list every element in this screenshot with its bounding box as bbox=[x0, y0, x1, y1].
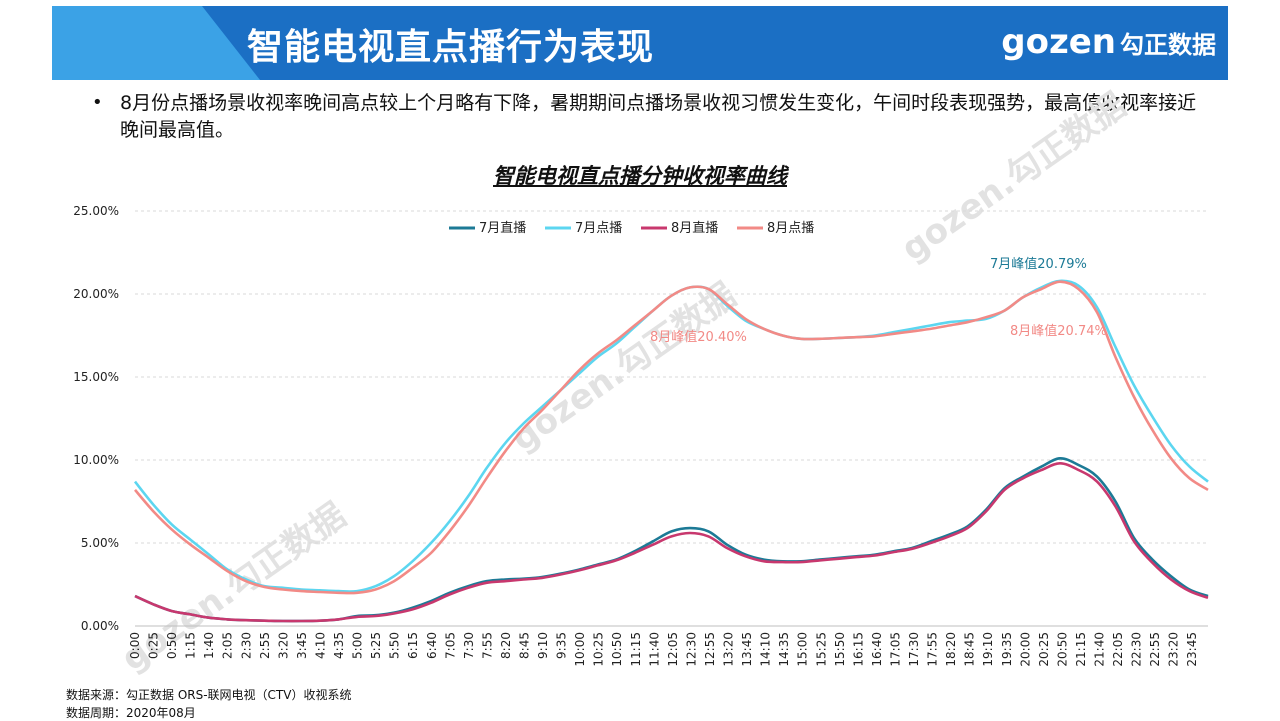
x-tick-label: 11:40 bbox=[647, 632, 661, 667]
x-tick-label: 21:40 bbox=[1092, 632, 1106, 667]
x-tick-label: 5:00 bbox=[351, 632, 365, 659]
peak-annotation: 8月峰值20.40% bbox=[650, 329, 747, 345]
legend-label: 8月直播 bbox=[671, 221, 718, 236]
data-period: 数据周期：2020年08月 bbox=[66, 706, 196, 720]
x-tick-label: 9:35 bbox=[555, 632, 569, 659]
x-tick-label: 16:15 bbox=[851, 632, 865, 667]
x-tick-label: 13:20 bbox=[722, 632, 736, 667]
x-tick-label: 8:20 bbox=[499, 632, 513, 659]
x-tick-label: 1:40 bbox=[202, 632, 216, 659]
peak-annotation: 7月峰值20.79% bbox=[990, 256, 1087, 272]
x-tick-label: 15:50 bbox=[833, 632, 847, 667]
x-tick-label: 22:30 bbox=[1130, 632, 1144, 667]
x-tick-label: 2:55 bbox=[258, 632, 272, 659]
page-title: 智能电视直点播行为表现 bbox=[247, 27, 655, 68]
x-tick-label: 15:00 bbox=[796, 632, 810, 667]
summary-text: 8月份点播场景收视率晚间高点较上个月略有下降，暑期期间点播场景收视习惯发生变化，… bbox=[120, 92, 1197, 141]
y-tick-label: 5.00% bbox=[81, 536, 119, 550]
x-tick-label: 21:15 bbox=[1074, 632, 1088, 667]
x-tick-label: 7:55 bbox=[480, 632, 494, 659]
legend-label: 7月点播 bbox=[575, 221, 622, 236]
y-tick-label: 25.00% bbox=[73, 204, 119, 218]
x-tick-label: 3:45 bbox=[295, 632, 309, 659]
x-tick-label: 7:05 bbox=[443, 632, 457, 659]
x-tick-label: 4:35 bbox=[332, 632, 346, 659]
x-tick-label: 16:40 bbox=[870, 632, 884, 667]
x-tick-label: 9:10 bbox=[536, 632, 550, 659]
x-tick-label: 17:05 bbox=[888, 632, 902, 667]
x-tick-label: 1:15 bbox=[184, 632, 198, 659]
data-source: 数据来源：勾正数据 ORS-联网电视（CTV）收视系统 bbox=[66, 688, 352, 702]
x-tick-label: 22:55 bbox=[1148, 632, 1162, 667]
legend-label: 7月直播 bbox=[479, 221, 526, 236]
y-tick-label: 15.00% bbox=[73, 370, 119, 384]
x-tick-label: 12:55 bbox=[703, 632, 717, 667]
x-tick-label: 2:30 bbox=[239, 632, 253, 659]
series-line bbox=[134, 457, 1209, 623]
x-tick-label: 4:10 bbox=[313, 632, 327, 659]
x-tick-label: 7:30 bbox=[462, 632, 476, 659]
x-tick-label: 18:45 bbox=[963, 632, 977, 667]
x-tick-label: 19:35 bbox=[1000, 632, 1014, 667]
x-tick-label: 12:30 bbox=[684, 632, 698, 667]
x-tick-label: 23:45 bbox=[1185, 632, 1199, 667]
series-line bbox=[134, 280, 1209, 595]
x-tick-label: 17:30 bbox=[907, 632, 921, 667]
x-tick-label: 22:05 bbox=[1111, 632, 1125, 667]
x-tick-label: 10:50 bbox=[610, 632, 624, 667]
y-tick-label: 10.00% bbox=[73, 453, 119, 467]
x-tick-label: 19:10 bbox=[981, 632, 995, 667]
x-tick-label: 10:25 bbox=[592, 632, 606, 667]
x-tick-label: 6:15 bbox=[406, 632, 420, 659]
x-tick-label: 2:05 bbox=[221, 632, 235, 659]
x-tick-label: 15:25 bbox=[814, 632, 828, 667]
chart-title: 智能电视直点播分钟收视率曲线 bbox=[493, 164, 787, 188]
x-tick-label: 17:55 bbox=[926, 632, 940, 667]
x-tick-label: 0:25 bbox=[147, 632, 161, 659]
x-tick-label: 11:15 bbox=[629, 632, 643, 667]
x-tick-label: 6:40 bbox=[425, 632, 439, 659]
y-tick-label: 20.00% bbox=[73, 287, 119, 301]
header-accent-slant bbox=[202, 6, 260, 80]
x-tick-label: 20:25 bbox=[1037, 632, 1051, 667]
logo-text: gozen bbox=[1001, 22, 1116, 62]
x-tick-label: 12:05 bbox=[666, 632, 680, 667]
logo-cn: 勾正数据 bbox=[1120, 31, 1216, 59]
x-tick-label: 23:20 bbox=[1167, 632, 1181, 667]
header-bar: 智能电视直点播行为表现 gozen 勾正数据 bbox=[52, 6, 1228, 80]
x-tick-label: 13:45 bbox=[740, 632, 754, 667]
x-tick-label: 10:00 bbox=[573, 632, 587, 667]
bullet-icon: • bbox=[92, 92, 103, 113]
x-tick-label: 5:25 bbox=[369, 632, 383, 659]
y-tick-label: 0.00% bbox=[81, 619, 119, 633]
x-tick-label: 18:20 bbox=[944, 632, 958, 667]
x-tick-label: 0:00 bbox=[128, 632, 142, 659]
x-tick-label: 20:50 bbox=[1055, 632, 1069, 667]
series-line bbox=[134, 462, 1209, 623]
x-tick-label: 5:50 bbox=[388, 632, 402, 659]
x-tick-label: 8:45 bbox=[518, 632, 532, 659]
x-tick-label: 0:50 bbox=[165, 632, 179, 659]
x-tick-label: 20:00 bbox=[1018, 632, 1032, 667]
header-accent-block bbox=[52, 6, 202, 80]
x-tick-label: 3:20 bbox=[276, 632, 290, 659]
legend-label: 8月点播 bbox=[767, 221, 814, 236]
brand-logo: gozen 勾正数据 bbox=[1001, 22, 1216, 62]
x-tick-label: 14:35 bbox=[777, 632, 791, 667]
peak-annotation: 8月峰值20.74% bbox=[1010, 323, 1107, 339]
x-tick-label: 14:10 bbox=[759, 632, 773, 667]
